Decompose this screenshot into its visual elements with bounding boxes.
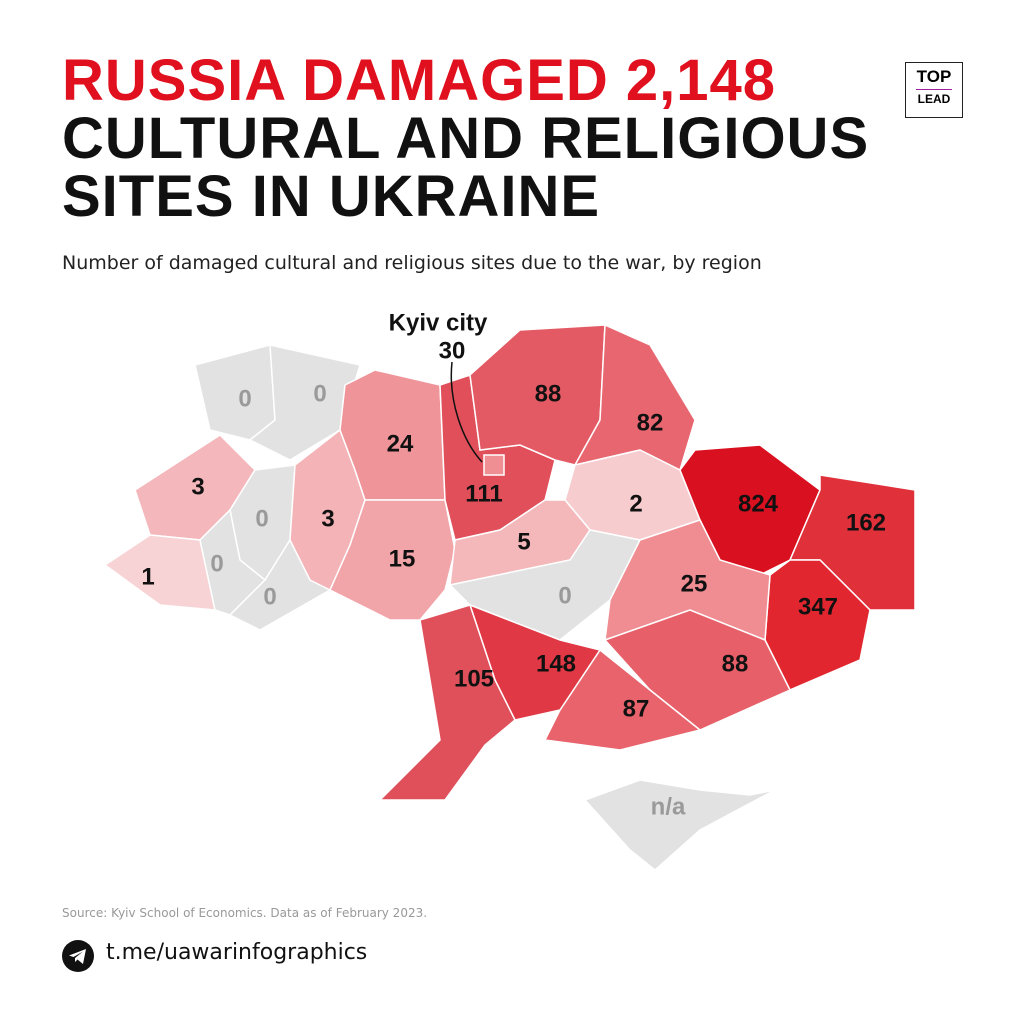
source: Source: Kyiv School of Economics. Data a… [62,906,428,920]
region [248,344,361,461]
region-value: 824 [738,490,779,517]
logo: TOP LEAD [905,62,963,118]
region-value: 3 [321,505,334,532]
region-value: n/a [651,793,686,820]
region-value: 82 [637,409,664,436]
region-value: 0 [255,505,268,532]
title-line: CULTURAL AND RELIGIOUS [62,106,870,171]
region-value: 24 [387,430,414,457]
region-value: 0 [263,583,276,610]
region-value: 87 [623,695,650,722]
kyiv-city-value: 30 [439,337,466,364]
region-value: 0 [558,582,571,609]
kyiv-city-pointer [450,361,483,463]
region-value: 88 [722,650,749,677]
region-value: 0 [238,385,251,412]
region-value: 88 [535,380,562,407]
region-value: 2 [629,490,642,517]
region-value: 25 [681,570,708,597]
map: 0 031000324151118882250824162347258887148… [103,309,916,871]
region-value: 0 [210,550,223,577]
region-value: 111 [465,480,502,507]
title-red: RUSSIA DAMAGED 2,148 [62,48,777,113]
region [583,779,776,871]
region-value: 15 [389,545,416,572]
region-value: 1 [141,563,154,590]
kyiv-city-name: Kyiv city [389,309,488,336]
region-value: 105 [454,665,494,692]
region [103,534,216,611]
region [194,344,276,441]
logo-top: TOP [916,67,952,86]
kyiv-city-marker [483,454,505,476]
subtitle: Number of damaged cultural and religious… [62,252,762,274]
logo-bottom: LEAD [916,89,952,106]
region-value: 3 [191,473,204,500]
title: RUSSIA DAMAGED 2,148 CULTURAL AND RELIGI… [62,52,869,226]
region-value: 148 [536,650,576,677]
telegram-link[interactable]: t.me/uawarinfographics [106,940,368,965]
title-line: SITES IN UKRAINE [62,164,601,229]
region-value: 347 [798,593,838,620]
region-value: 0 [313,380,326,407]
region [378,604,516,801]
region-value: 162 [846,509,886,536]
telegram-icon [62,940,94,972]
region-value: 5 [517,528,530,555]
